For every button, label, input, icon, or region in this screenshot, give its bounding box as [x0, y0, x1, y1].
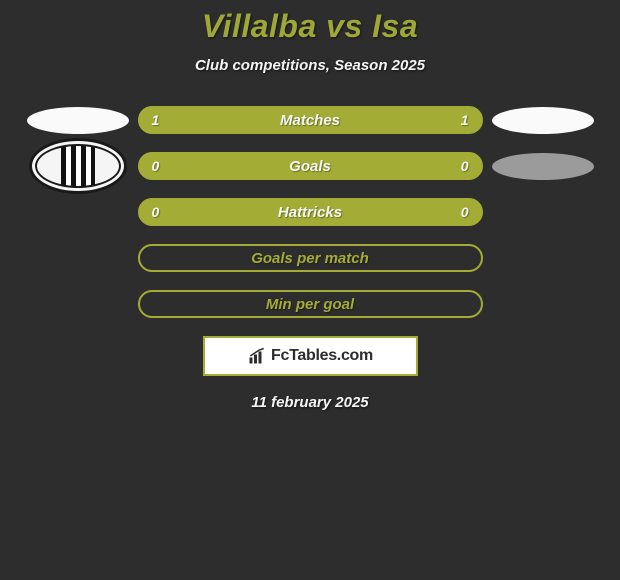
stat-row-hattricks: 0 Hattricks 0 — [0, 198, 620, 226]
metric-label: Min per goal — [172, 296, 449, 313]
player-badge-right — [492, 107, 594, 134]
stat-row-matches: 1 Matches 1 — [0, 106, 620, 134]
brand-box[interactable]: FcTables.com — [203, 336, 418, 376]
metric-pill: Min per goal — [138, 290, 483, 318]
metric-label: Goals per match — [172, 250, 449, 267]
stat-value-right: 1 — [449, 112, 469, 128]
stat-value-left: 1 — [152, 112, 172, 128]
metric-pill: Goals per match — [138, 244, 483, 272]
stat-pill: 0 Goals 0 — [138, 152, 483, 180]
subtitle: Club competitions, Season 2025 — [0, 57, 620, 74]
stat-row-goals: 0 Goals 0 — [0, 152, 620, 180]
stat-value-right: 0 — [449, 204, 469, 220]
stat-pill: 1 Matches 1 — [138, 106, 483, 134]
stat-label: Matches — [172, 112, 449, 129]
right-badge-slot — [483, 107, 603, 134]
stat-pill: 0 Hattricks 0 — [138, 198, 483, 226]
stat-value-left: 0 — [152, 158, 172, 174]
chart-icon — [247, 347, 267, 365]
page-title: Villalba vs Isa — [0, 8, 620, 45]
player-badge-left — [27, 107, 129, 134]
date-label: 11 february 2025 — [0, 394, 620, 411]
club-logo-ring — [35, 144, 121, 188]
brand-label: FcTables.com — [271, 347, 373, 365]
metric-row-gpm: Goals per match — [0, 244, 620, 272]
club-logo-left — [29, 138, 127, 194]
club-badge-right — [492, 153, 594, 180]
stat-value-right: 0 — [449, 158, 469, 174]
left-club-slot — [18, 138, 138, 194]
stat-label: Goals — [172, 158, 449, 175]
stat-value-left: 0 — [152, 204, 172, 220]
right-club-slot — [483, 153, 603, 180]
stat-label: Hattricks — [172, 204, 449, 221]
left-badge-slot — [18, 107, 138, 134]
metric-row-mpg: Min per goal — [0, 290, 620, 318]
comparison-card: Villalba vs Isa Club competitions, Seaso… — [0, 0, 620, 411]
